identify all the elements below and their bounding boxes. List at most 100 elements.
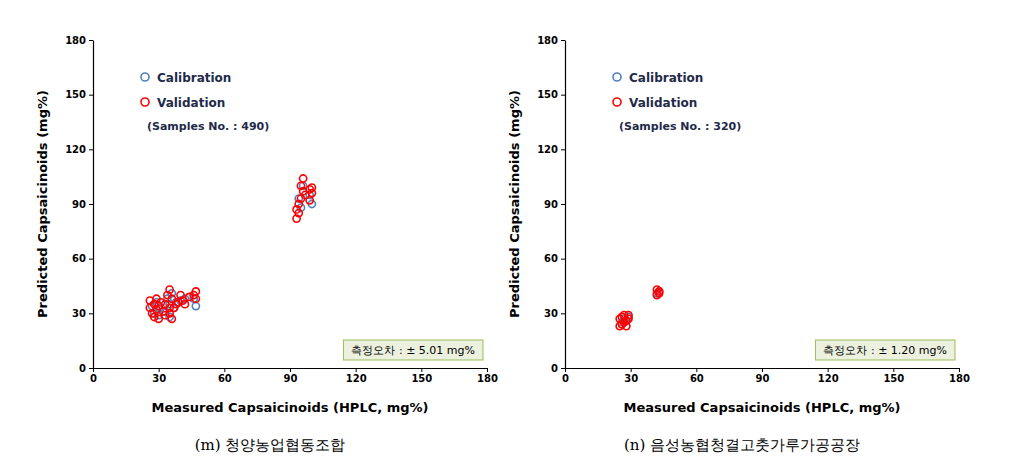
tick: 150 (537, 89, 565, 100)
tick-mark (561, 95, 565, 96)
tick-label: 60 (72, 253, 86, 264)
point (625, 312, 632, 319)
tick-label: 150 (537, 89, 558, 100)
tick-label: 90 (284, 373, 298, 384)
point (623, 322, 630, 329)
annotation: (Samples No. : 320) (619, 120, 741, 133)
tick: 0 (551, 363, 565, 374)
y-axis-title: Predicted Capsaicinoids (mg%) (35, 90, 50, 318)
tick-mark (561, 204, 565, 205)
tick-label: 30 (544, 308, 558, 319)
legend-marker (613, 98, 621, 106)
tick: 120 (818, 368, 839, 384)
tick-mark (828, 368, 829, 372)
series (618, 288, 662, 326)
tick: 120 (537, 144, 565, 155)
tick-mark (421, 368, 422, 372)
legend-label: Validation (629, 96, 697, 110)
tick-mark (487, 368, 488, 372)
point (151, 313, 158, 320)
legend: Calibration Validation (Samples No. : 320) (613, 71, 741, 134)
tick: 60 (544, 253, 565, 264)
tick-label: 180 (949, 373, 970, 384)
tick-label: 150 (411, 373, 432, 384)
series (149, 182, 316, 320)
tick-label: 0 (562, 373, 569, 384)
tick: 30 (624, 368, 638, 384)
x-axis-title: Measured Capsaicinoids (HPLC, mg%) (624, 400, 901, 415)
y-axis: 0 30 60 90 120 150 180 (537, 35, 565, 374)
legend-label: Validation (157, 96, 225, 110)
y-axis-title: Predicted Capsaicinoids (mg%) (507, 90, 522, 318)
figure: 0 30 60 90 120 150 180 0 30 60 90 120 150 180 Measured… (0, 0, 1019, 463)
tick: 120 (65, 144, 93, 155)
tick: 180 (537, 35, 565, 46)
tick: 180 (477, 368, 498, 384)
tick: 90 (72, 199, 93, 210)
plot-area (616, 286, 663, 330)
annotation: 측정오차 : ± 5.01 mg% (351, 344, 475, 357)
tick: 30 (152, 368, 166, 384)
axis-line (93, 41, 94, 369)
series (616, 286, 663, 330)
tick: 0 (90, 368, 97, 384)
point (181, 301, 188, 308)
tick-label: 180 (537, 35, 558, 46)
tick-mark (89, 259, 93, 260)
legend: Calibration Validation (Samples No. : 490) (141, 71, 269, 134)
tick-label: 0 (551, 363, 558, 374)
tick-label: 150 (883, 373, 904, 384)
tick-label: 150 (65, 89, 86, 100)
axis-line (565, 41, 566, 369)
point (308, 189, 315, 196)
annotation-box: 측정오차 : ± 1.20 mg% (815, 340, 955, 360)
tick-mark (290, 368, 291, 372)
tick-mark (356, 368, 357, 372)
x-axis: 0 30 60 90 120 150 180 (90, 368, 498, 384)
series (146, 175, 315, 323)
tick-mark (89, 368, 93, 369)
legend-label: Calibration (157, 71, 231, 85)
tick-label: 90 (72, 199, 86, 210)
tick-label: 0 (79, 363, 86, 374)
chart-panel: 0 30 60 90 120 150 180 0 30 60 90 120 150 180 Measured… (507, 35, 970, 454)
legend-label: Calibration (629, 71, 703, 85)
tick: 60 (72, 253, 93, 264)
tick-mark (696, 368, 697, 372)
tick: 30 (544, 308, 565, 319)
point (192, 302, 199, 309)
tick-mark (561, 313, 565, 314)
x-axis-title: Measured Capsaicinoids (HPLC, mg%) (152, 400, 429, 415)
tick: 90 (544, 199, 565, 210)
point (656, 288, 663, 295)
tick-label: 180 (477, 373, 498, 384)
tick-label: 90 (544, 199, 558, 210)
tick: 60 (690, 368, 704, 384)
annotation: (Samples No. : 490) (147, 120, 269, 133)
tick: 150 (65, 89, 93, 100)
point (157, 299, 164, 306)
tick-label: 120 (346, 373, 367, 384)
tick-label: 120 (818, 373, 839, 384)
point (306, 197, 313, 204)
tick-label: 30 (152, 373, 166, 384)
tick: 60 (218, 368, 232, 384)
tick: 120 (346, 368, 367, 384)
tick-mark (561, 259, 565, 260)
annotation-box: 측정오차 : ± 5.01 mg% (343, 340, 483, 360)
tick-mark (565, 368, 566, 372)
tick-mark (762, 368, 763, 372)
tick-label: 30 (72, 308, 86, 319)
tick: 0 (79, 363, 93, 374)
tick-mark (89, 204, 93, 205)
tick-mark (959, 368, 960, 372)
annotation-background (815, 340, 955, 360)
tick-label: 0 (90, 373, 97, 384)
tick-label: 90 (756, 373, 770, 384)
point (166, 286, 173, 293)
tick-mark (89, 149, 93, 150)
tick-mark (89, 313, 93, 314)
tick-label: 120 (65, 144, 86, 155)
tick-mark (561, 149, 565, 150)
y-axis: 0306090120150180 (65, 35, 93, 374)
